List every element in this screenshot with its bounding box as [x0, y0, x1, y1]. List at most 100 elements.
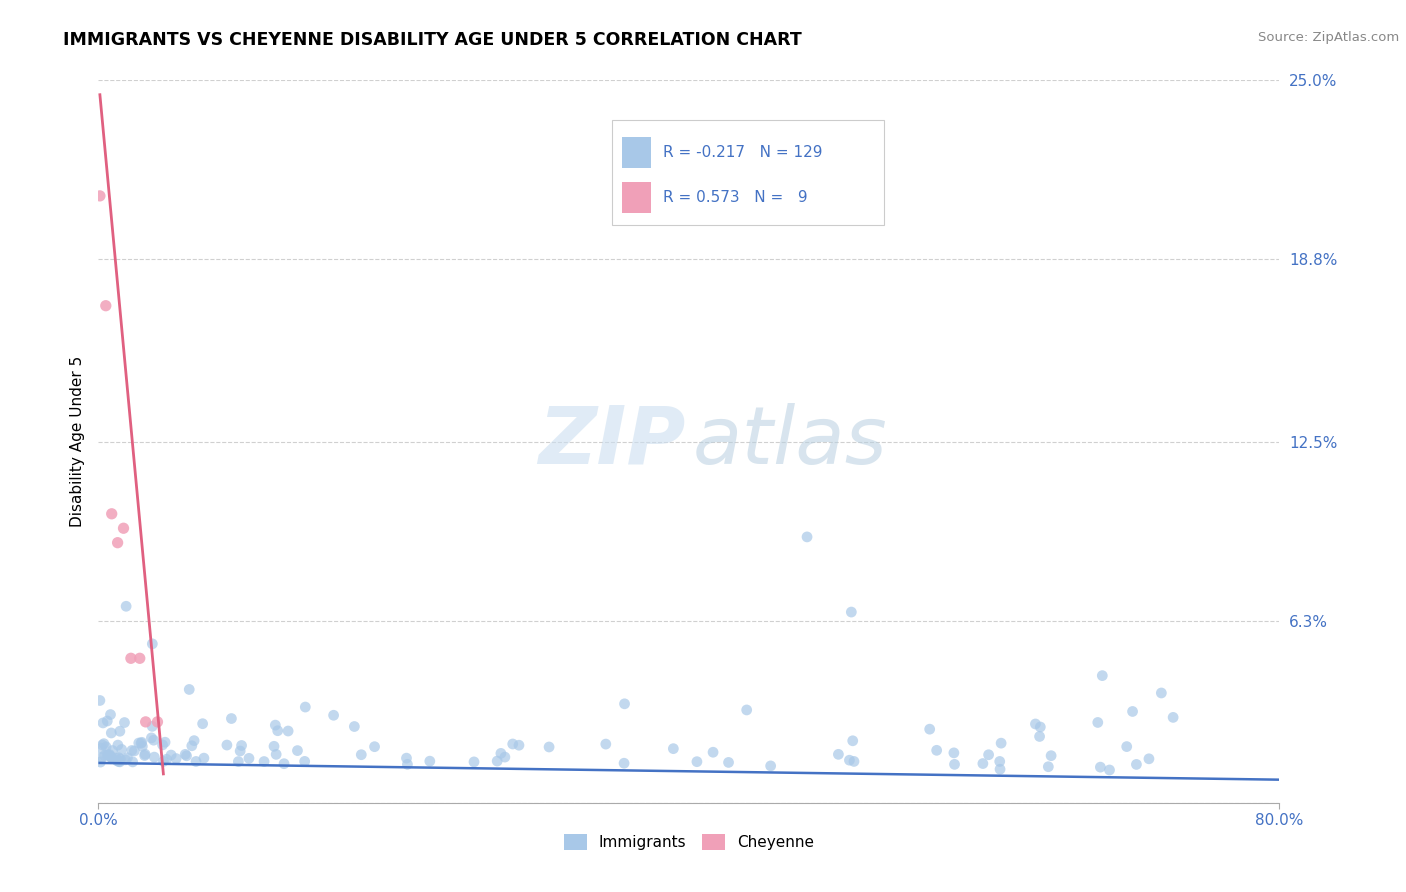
Point — [827, 747, 849, 762]
Point — [267, 723, 290, 738]
Point — [918, 722, 941, 736]
Point — [494, 750, 516, 764]
Point — [363, 739, 385, 754]
Point — [155, 752, 177, 766]
Point — [1038, 760, 1060, 774]
Point — [229, 744, 252, 758]
Point — [972, 756, 994, 771]
Y-axis label: Disability Age Under 5: Disability Age Under 5 — [69, 356, 84, 527]
Point — [942, 746, 965, 760]
Point — [702, 745, 724, 759]
Point — [717, 756, 740, 770]
Point — [112, 521, 135, 535]
Point — [108, 755, 131, 769]
Point — [350, 747, 373, 762]
Point — [1087, 715, 1109, 730]
Point — [100, 507, 122, 521]
Point — [108, 750, 131, 764]
Point — [838, 753, 860, 767]
Point — [1098, 763, 1121, 777]
Point — [943, 757, 966, 772]
Point — [141, 637, 163, 651]
Point — [96, 747, 118, 762]
Point — [107, 755, 129, 769]
Point — [1161, 710, 1184, 724]
Point — [94, 299, 117, 313]
Point — [1122, 705, 1144, 719]
Point — [215, 738, 238, 752]
Point — [134, 747, 156, 762]
Point — [101, 743, 124, 757]
Point — [135, 714, 157, 729]
Point — [110, 752, 132, 766]
Point — [121, 743, 143, 757]
Point — [1028, 730, 1050, 744]
Point — [91, 715, 114, 730]
Point — [124, 744, 146, 758]
Point — [98, 747, 121, 762]
Point — [165, 751, 187, 765]
Point — [419, 754, 441, 768]
Point — [395, 751, 418, 765]
Point — [141, 731, 163, 745]
Point — [129, 736, 152, 750]
Legend: Immigrants, Cheyenne: Immigrants, Cheyenne — [558, 829, 820, 856]
Point — [134, 748, 156, 763]
Point — [263, 739, 285, 754]
Point — [1115, 739, 1137, 754]
Point — [94, 739, 117, 754]
Point — [735, 703, 758, 717]
Text: atlas: atlas — [693, 402, 887, 481]
Point — [1091, 668, 1114, 682]
Point — [108, 724, 131, 739]
Point — [89, 755, 111, 769]
Point — [152, 755, 174, 769]
Point — [120, 651, 142, 665]
Point — [277, 724, 299, 739]
Point — [96, 714, 118, 728]
Point — [91, 738, 114, 752]
Point — [1029, 720, 1052, 734]
Point — [184, 755, 207, 769]
Point — [662, 741, 685, 756]
Point — [152, 738, 174, 752]
FancyBboxPatch shape — [612, 120, 884, 225]
Point — [508, 738, 530, 752]
Point — [191, 716, 214, 731]
Point — [842, 755, 865, 769]
Point — [841, 605, 863, 619]
Point — [502, 737, 524, 751]
Text: Source: ZipAtlas.com: Source: ZipAtlas.com — [1258, 31, 1399, 45]
Point — [925, 743, 948, 757]
Point — [796, 530, 818, 544]
Point — [105, 751, 128, 765]
Text: R = 0.573   N =   9: R = 0.573 N = 9 — [664, 190, 807, 205]
Point — [253, 755, 276, 769]
FancyBboxPatch shape — [621, 182, 651, 212]
FancyBboxPatch shape — [621, 137, 651, 168]
Point — [396, 757, 419, 772]
Point — [141, 719, 163, 733]
Point — [89, 189, 111, 203]
Point — [153, 735, 176, 749]
Point — [90, 741, 112, 756]
Point — [100, 726, 122, 740]
Point — [463, 755, 485, 769]
Point — [538, 739, 561, 754]
Point — [160, 747, 183, 762]
Point — [128, 736, 150, 750]
Point — [117, 751, 139, 765]
Point — [264, 718, 287, 732]
Point — [98, 749, 121, 764]
Point — [93, 748, 115, 763]
Point — [231, 739, 253, 753]
Point — [294, 755, 316, 769]
Point — [287, 743, 309, 757]
Point — [686, 755, 709, 769]
Point — [977, 747, 1000, 762]
Point — [131, 739, 153, 754]
Point — [142, 733, 165, 747]
Point — [988, 755, 1011, 769]
Point — [294, 700, 316, 714]
Point — [613, 697, 636, 711]
